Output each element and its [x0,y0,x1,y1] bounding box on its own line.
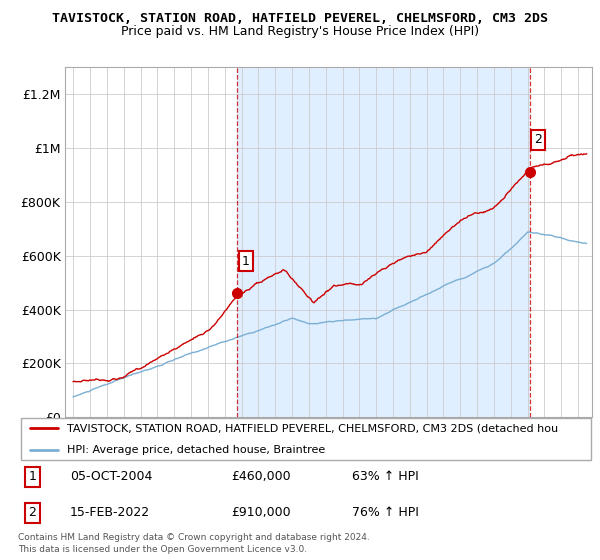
Text: 2: 2 [534,133,542,146]
Text: 15-FEB-2022: 15-FEB-2022 [70,506,150,519]
Text: TAVISTOCK, STATION ROAD, HATFIELD PEVEREL, CHELMSFORD, CM3 2DS: TAVISTOCK, STATION ROAD, HATFIELD PEVERE… [52,12,548,25]
Text: 76% ↑ HPI: 76% ↑ HPI [352,506,419,519]
Text: £910,000: £910,000 [231,506,291,519]
Text: Price paid vs. HM Land Registry's House Price Index (HPI): Price paid vs. HM Land Registry's House … [121,25,479,38]
Text: 1: 1 [28,470,37,483]
Text: 1: 1 [242,255,250,268]
Text: £460,000: £460,000 [231,470,291,483]
Bar [238,67,530,417]
Text: 05-OCT-2004: 05-OCT-2004 [70,470,152,483]
Text: Contains HM Land Registry data © Crown copyright and database right 2024.
This d: Contains HM Land Registry data © Crown c… [18,533,370,554]
FancyBboxPatch shape [21,418,591,460]
Text: TAVISTOCK, STATION ROAD, HATFIELD PEVEREL, CHELMSFORD, CM3 2DS (detached hou: TAVISTOCK, STATION ROAD, HATFIELD PEVERE… [67,423,558,433]
Text: 63% ↑ HPI: 63% ↑ HPI [352,470,419,483]
Text: HPI: Average price, detached house, Braintree: HPI: Average price, detached house, Brai… [67,445,325,455]
Text: 2: 2 [28,506,37,519]
